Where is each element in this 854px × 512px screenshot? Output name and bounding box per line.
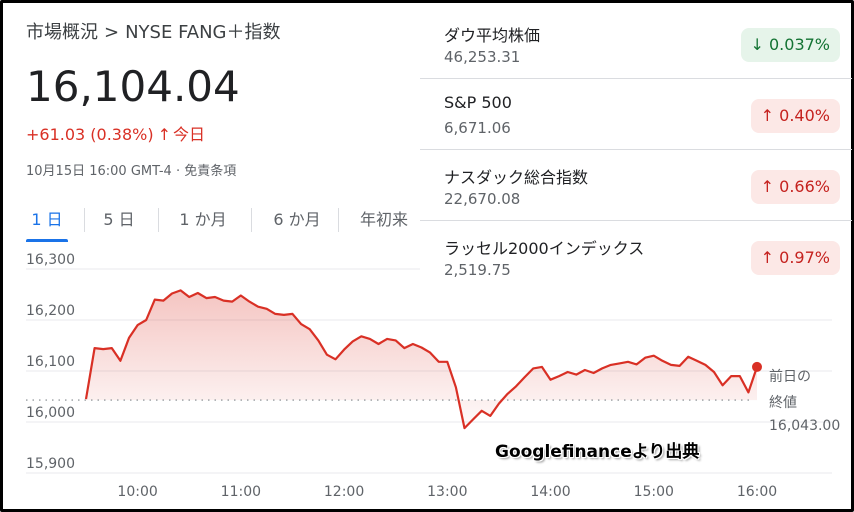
tab-divider xyxy=(251,208,252,232)
tab-ytd[interactable]: 年初来 xyxy=(356,206,412,242)
previous-close-label-2: 終値 xyxy=(769,395,797,411)
breadcrumb-separator: > xyxy=(104,22,120,43)
tab-divider xyxy=(338,208,339,232)
previous-close-value: 16,043.00 xyxy=(769,418,841,434)
index-change-badge: ↑ 0.40% xyxy=(750,99,840,133)
breadcrumb-current: NYSE FANG＋指数 xyxy=(125,22,281,43)
quote-timestamp: 10月15日 16:00 GMT-4 · 免責条項 xyxy=(26,164,237,179)
index-name: ダウ平均株価 xyxy=(444,26,541,45)
index-name: ラッセル2000インデックス xyxy=(444,239,645,258)
row-divider xyxy=(420,220,852,221)
tab-label: 5 日 xyxy=(103,210,135,229)
index-value: 46,253.31 xyxy=(444,48,521,66)
index-change-badge: ↑ 0.97% xyxy=(750,241,840,275)
tab-label: 1 か月 xyxy=(179,210,227,229)
tab-1-day[interactable]: 1 日 xyxy=(26,206,68,242)
active-tab-indicator xyxy=(26,239,68,242)
tab-1-month[interactable]: 1 か月 xyxy=(172,206,234,242)
row-divider xyxy=(420,78,852,79)
index-row-sp500[interactable]: S&P 500 6,671.06 ↑ 0.40% xyxy=(420,79,852,150)
price-change: +61.03 (0.38%) ↑ 今日 xyxy=(26,121,205,145)
row-divider xyxy=(420,149,852,150)
index-value: 6,671.06 xyxy=(444,119,511,137)
tab-label: 1 日 xyxy=(31,210,63,229)
time-range-tabs: 1 日 5 日 1 か月 6 か月 年初来 xyxy=(26,206,426,242)
index-row-nasdaq[interactable]: ナスダック総合指数 22,670.08 ↑ 0.66% xyxy=(420,150,852,221)
arrow-up-icon: ↑ xyxy=(157,125,172,144)
source-watermark: Googlefinanceより出典 xyxy=(495,442,700,462)
tab-divider xyxy=(158,208,159,232)
index-value: 2,519.75 xyxy=(444,261,511,279)
tab-label: 6 か月 xyxy=(273,210,321,229)
index-name: S&P 500 xyxy=(444,93,512,112)
index-name: ナスダック総合指数 xyxy=(444,168,589,187)
index-row-russell2000[interactable]: ラッセル2000インデックス 2,519.75 ↑ 0.97% xyxy=(420,221,840,292)
index-change-badge: ↓ 0.037% xyxy=(740,28,840,62)
price-change-period: 今日 xyxy=(173,125,206,144)
previous-close-label-1: 前日の xyxy=(769,369,811,385)
tab-5-day[interactable]: 5 日 xyxy=(96,206,142,242)
current-price: 16,104.04 xyxy=(26,62,240,111)
breadcrumb: 市場概況 > NYSE FANG＋指数 xyxy=(26,18,281,44)
tab-label: 年初来 xyxy=(359,210,408,229)
breadcrumb-parent-link[interactable]: 市場概況 xyxy=(26,22,98,43)
price-change-value: +61.03 (0.38%) xyxy=(26,125,154,144)
tab-divider xyxy=(84,208,85,232)
index-change-badge: ↑ 0.66% xyxy=(750,170,840,204)
tab-6-month[interactable]: 6 か月 xyxy=(266,206,328,242)
index-row-dow[interactable]: ダウ平均株価 46,253.31 ↓ 0.037% xyxy=(420,8,852,79)
index-value: 22,670.08 xyxy=(444,190,521,208)
